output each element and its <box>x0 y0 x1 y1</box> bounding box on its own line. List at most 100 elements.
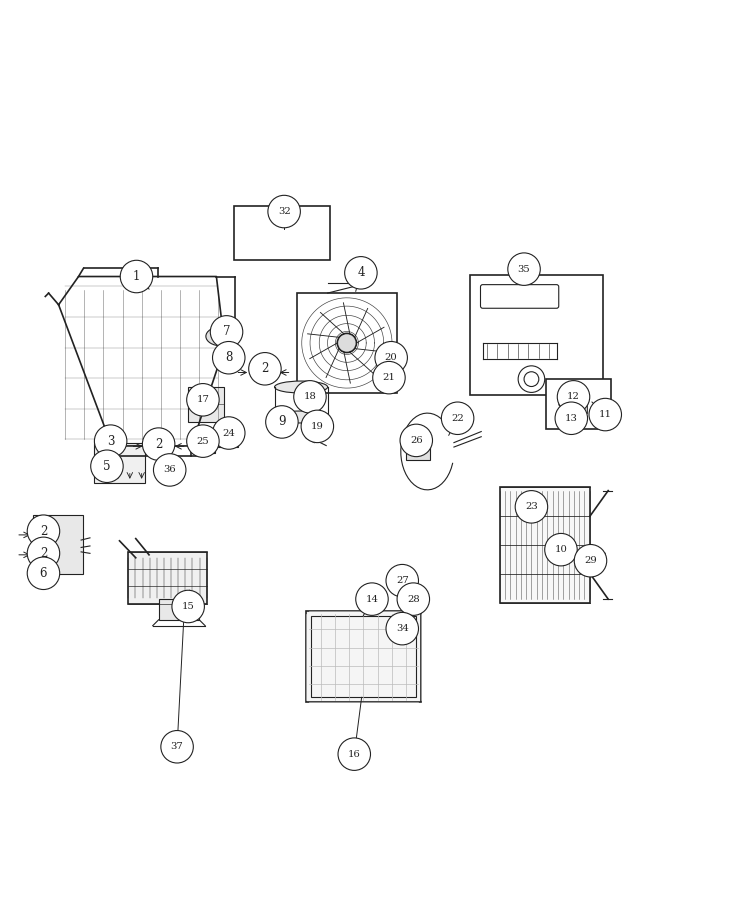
Bar <box>379 371 398 385</box>
Circle shape <box>515 491 548 523</box>
Bar <box>390 622 409 634</box>
Text: 13: 13 <box>565 414 578 423</box>
Circle shape <box>545 534 577 566</box>
Circle shape <box>90 450 123 482</box>
Bar <box>234 206 330 259</box>
Circle shape <box>386 612 419 645</box>
Ellipse shape <box>274 381 328 393</box>
Bar <box>546 379 611 429</box>
Circle shape <box>337 333 356 353</box>
Text: 2: 2 <box>40 547 47 560</box>
Bar <box>297 293 396 393</box>
Text: 7: 7 <box>223 326 230 338</box>
Text: 19: 19 <box>311 422 324 431</box>
Text: 36: 36 <box>164 465 176 474</box>
Bar <box>220 351 234 363</box>
Text: 17: 17 <box>196 395 210 404</box>
Bar <box>406 443 430 460</box>
Text: 29: 29 <box>584 556 597 565</box>
Text: 21: 21 <box>382 374 396 382</box>
Circle shape <box>105 435 113 442</box>
Circle shape <box>397 583 430 616</box>
Circle shape <box>187 383 219 416</box>
Circle shape <box>356 583 388 616</box>
Text: 12: 12 <box>567 392 580 401</box>
Circle shape <box>400 424 433 456</box>
Bar <box>159 599 199 620</box>
Text: 25: 25 <box>196 436 209 446</box>
Circle shape <box>386 564 419 597</box>
Text: 26: 26 <box>410 436 422 445</box>
Circle shape <box>27 515 60 547</box>
Ellipse shape <box>206 327 237 346</box>
Text: 22: 22 <box>451 414 464 423</box>
Bar <box>33 515 83 574</box>
Circle shape <box>301 410 333 443</box>
Circle shape <box>377 352 401 375</box>
Circle shape <box>187 425 219 457</box>
Circle shape <box>213 417 245 449</box>
Text: 34: 34 <box>396 624 409 633</box>
Bar <box>306 611 421 703</box>
Circle shape <box>345 256 377 289</box>
Text: 20: 20 <box>385 353 397 362</box>
Circle shape <box>120 260 153 292</box>
Text: 24: 24 <box>222 428 235 437</box>
Circle shape <box>442 402 473 435</box>
Bar <box>219 431 238 447</box>
Circle shape <box>266 406 298 438</box>
Bar <box>572 399 587 413</box>
Bar <box>93 443 145 483</box>
Circle shape <box>142 428 175 460</box>
Text: 32: 32 <box>278 207 290 216</box>
Text: 14: 14 <box>365 595 379 604</box>
Text: 2: 2 <box>40 525 47 537</box>
Bar <box>192 436 216 453</box>
Bar <box>188 386 224 422</box>
Bar <box>499 487 590 603</box>
Bar <box>470 275 603 394</box>
Circle shape <box>508 253 540 285</box>
Circle shape <box>589 399 622 431</box>
Circle shape <box>268 195 300 228</box>
Text: 10: 10 <box>554 545 568 554</box>
Text: 2: 2 <box>262 363 269 375</box>
Circle shape <box>375 341 408 374</box>
Ellipse shape <box>274 411 328 423</box>
Circle shape <box>557 381 590 413</box>
Circle shape <box>293 381 326 413</box>
Circle shape <box>172 590 205 623</box>
Circle shape <box>210 316 243 348</box>
Text: 37: 37 <box>170 742 184 752</box>
Bar <box>311 616 416 698</box>
Text: 15: 15 <box>182 602 195 611</box>
Circle shape <box>555 402 588 435</box>
Text: 8: 8 <box>225 351 233 364</box>
Bar <box>270 414 288 431</box>
Text: 4: 4 <box>357 266 365 279</box>
Text: 3: 3 <box>107 435 114 447</box>
Text: 28: 28 <box>407 595 419 604</box>
Text: 9: 9 <box>278 416 286 428</box>
Text: 16: 16 <box>348 750 361 759</box>
Text: 18: 18 <box>304 392 316 401</box>
Circle shape <box>213 341 245 374</box>
Bar <box>128 552 207 604</box>
Text: 6: 6 <box>40 567 47 580</box>
Text: 2: 2 <box>155 437 162 451</box>
Circle shape <box>249 353 281 385</box>
Text: 1: 1 <box>133 270 140 283</box>
Circle shape <box>94 425 127 457</box>
Text: 27: 27 <box>396 576 408 585</box>
Circle shape <box>161 731 193 763</box>
Text: 11: 11 <box>599 410 612 419</box>
Circle shape <box>338 738 370 770</box>
Circle shape <box>102 431 116 446</box>
Circle shape <box>27 537 60 570</box>
Circle shape <box>27 557 60 590</box>
Text: 5: 5 <box>103 460 110 473</box>
Circle shape <box>373 362 405 394</box>
Circle shape <box>153 454 186 486</box>
Circle shape <box>574 544 607 577</box>
Text: 35: 35 <box>518 265 531 274</box>
